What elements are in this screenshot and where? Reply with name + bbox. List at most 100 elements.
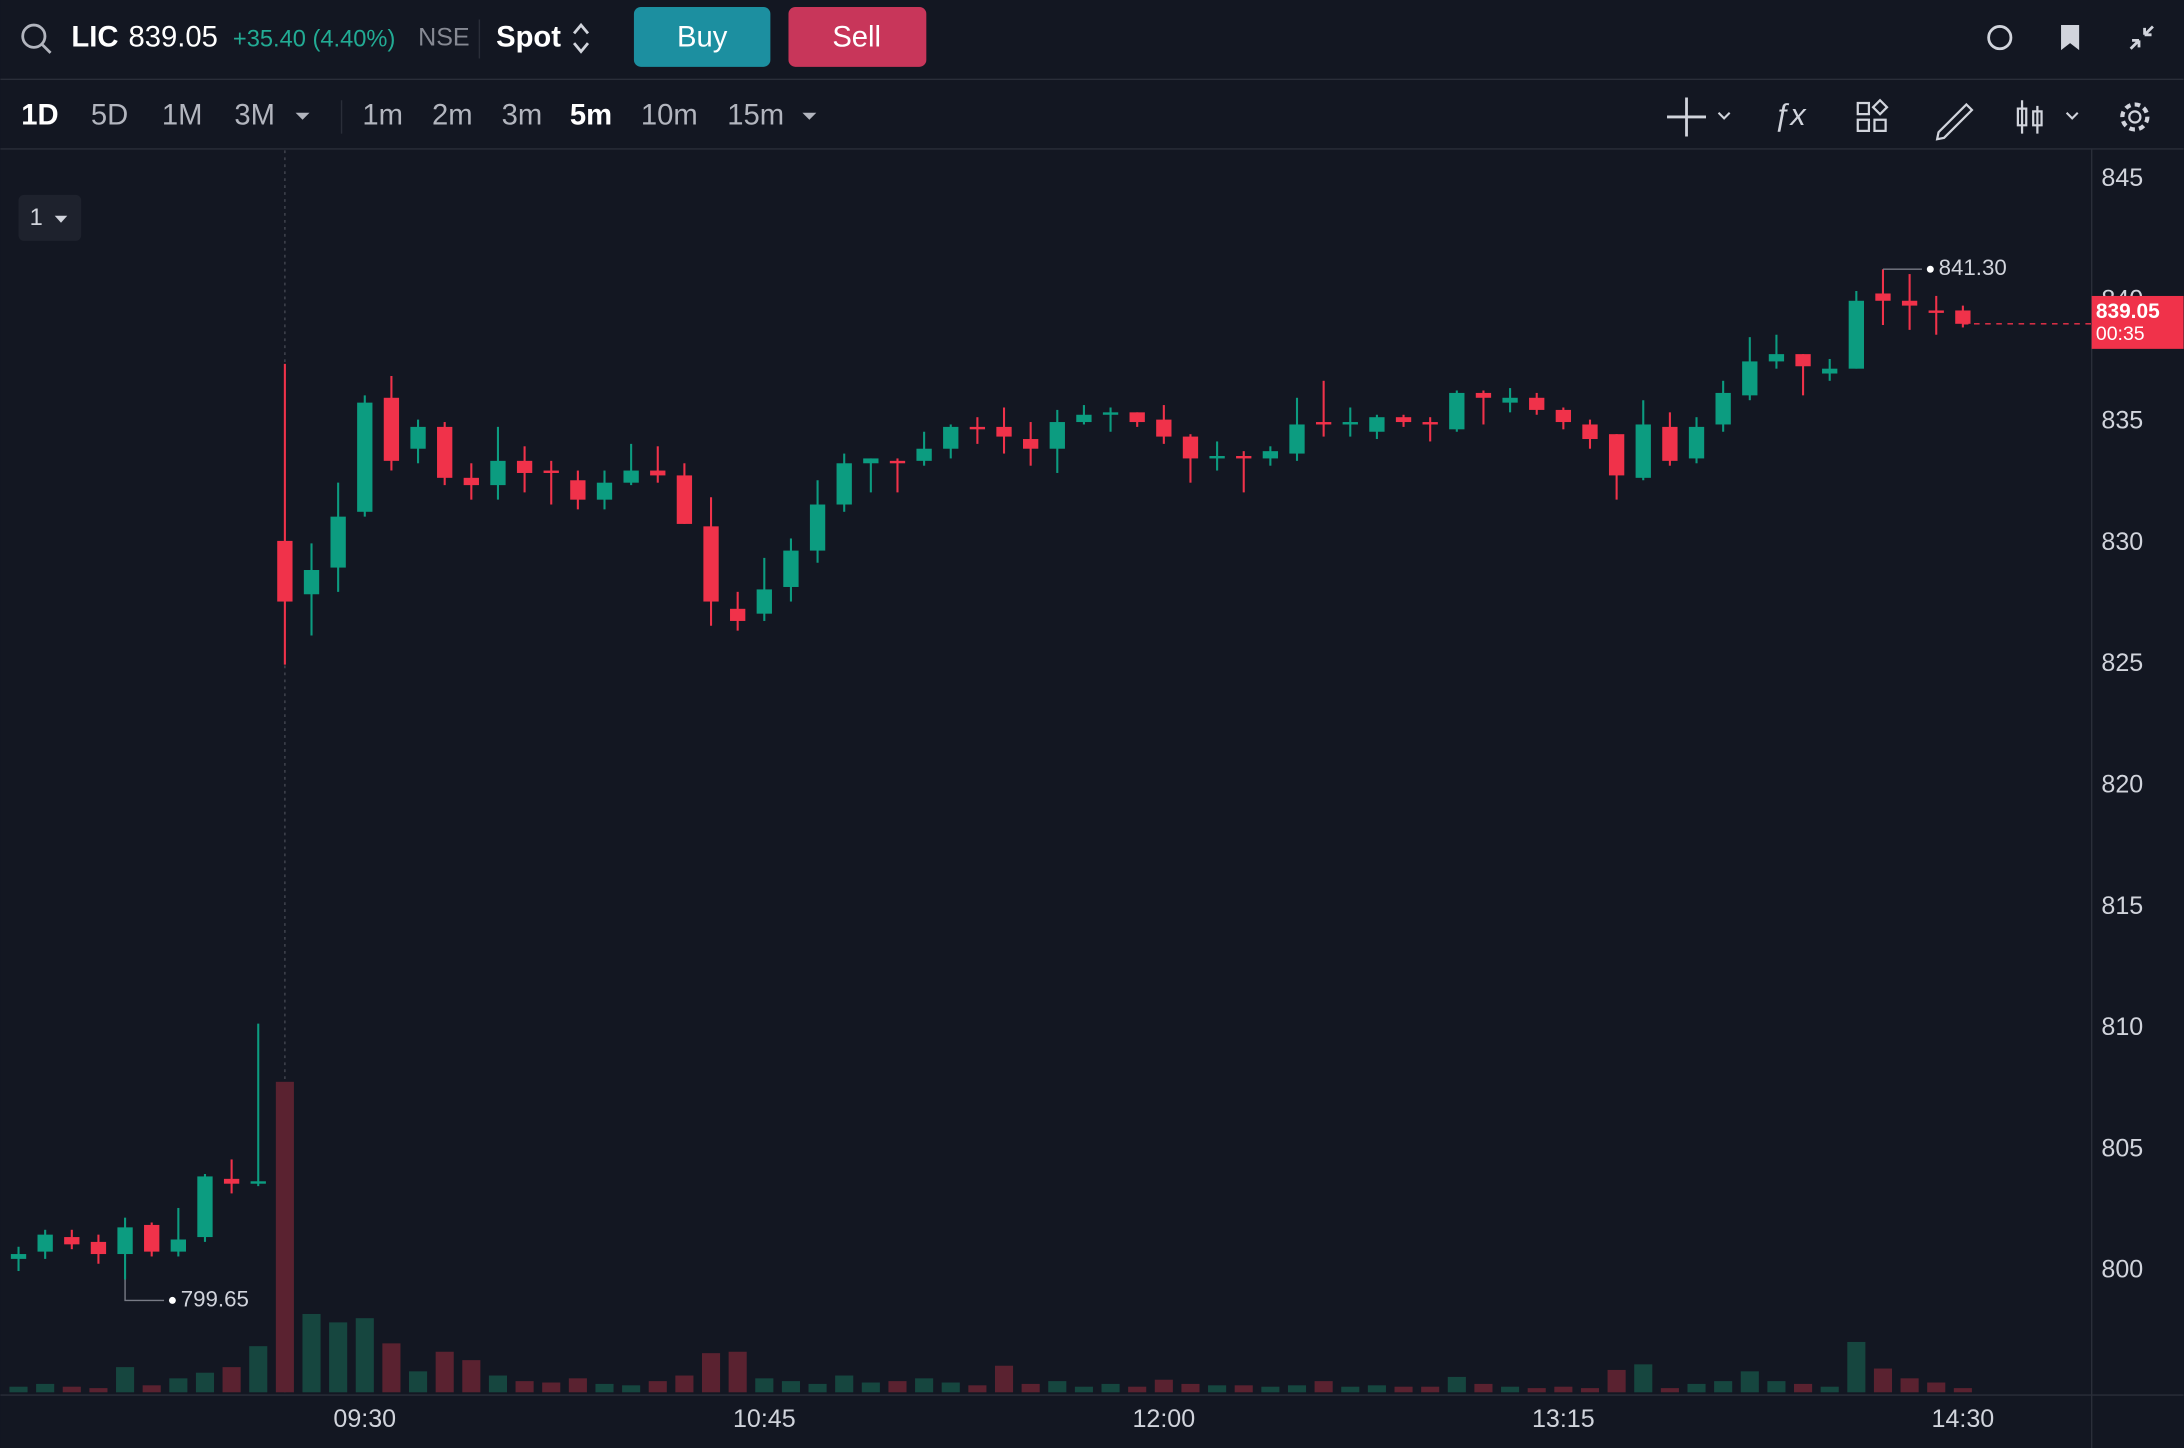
volume-bar bbox=[195, 1372, 215, 1393]
candle-body bbox=[703, 526, 719, 602]
sell-button[interactable] bbox=[788, 6, 927, 67]
candle-body bbox=[969, 426, 986, 430]
interval-button[interactable]: 1m bbox=[362, 100, 403, 132]
crosshair-icon[interactable] bbox=[1667, 97, 1707, 137]
volume-bar bbox=[1501, 1386, 1520, 1393]
y-tick-label: 800 bbox=[2101, 1256, 2143, 1284]
settings-icon[interactable] bbox=[2120, 102, 2150, 132]
candle-body bbox=[1822, 368, 1838, 374]
candle-body bbox=[383, 397, 400, 461]
volume-bar bbox=[89, 1388, 108, 1393]
min-label: 799.65 bbox=[181, 1286, 249, 1311]
exchange: NSE bbox=[418, 24, 470, 52]
y-tick-label: 810 bbox=[2101, 1013, 2143, 1041]
candle-body bbox=[1076, 414, 1092, 423]
candle-body bbox=[676, 475, 693, 524]
candle-body bbox=[330, 516, 346, 568]
candle-body bbox=[650, 470, 666, 476]
max-dot bbox=[1926, 265, 1934, 273]
search-icon-handle bbox=[41, 43, 52, 54]
y-tick-label: 845 bbox=[2101, 164, 2143, 192]
volume-bar bbox=[915, 1378, 934, 1393]
candle-body bbox=[1635, 424, 1651, 478]
volume-bar bbox=[382, 1343, 401, 1393]
candle-body bbox=[809, 504, 826, 551]
y-tick-label: 835 bbox=[2101, 407, 2143, 435]
y-tick-label: 815 bbox=[2101, 892, 2143, 920]
volume-bar bbox=[435, 1351, 454, 1393]
range-button[interactable]: 3M bbox=[234, 100, 275, 132]
candle-body bbox=[1475, 392, 1492, 398]
candle-body bbox=[1768, 354, 1785, 362]
range-button[interactable]: 1D bbox=[21, 100, 58, 132]
volume-bar bbox=[1714, 1381, 1733, 1393]
candle-body bbox=[64, 1237, 80, 1245]
buy-button[interactable] bbox=[633, 6, 771, 67]
pane-selector[interactable] bbox=[18, 194, 82, 241]
volume-bar bbox=[1794, 1383, 1813, 1393]
volume-bar bbox=[488, 1375, 508, 1393]
volume-bar bbox=[755, 1378, 774, 1393]
volume-bar bbox=[62, 1386, 81, 1393]
x-tick-label: 14:30 bbox=[1932, 1405, 1995, 1433]
volume-bar bbox=[1953, 1388, 1972, 1393]
dropdown-caret[interactable] bbox=[2065, 112, 2079, 120]
candle-body bbox=[1182, 436, 1199, 459]
candle-body bbox=[1555, 409, 1572, 423]
volume-bar bbox=[1021, 1383, 1040, 1393]
volume-bar bbox=[1154, 1379, 1173, 1393]
symbol[interactable]: LIC bbox=[71, 22, 118, 54]
volume-bar bbox=[329, 1322, 348, 1393]
buy-label[interactable]: Buy bbox=[677, 22, 728, 54]
templates-icon[interactable] bbox=[1856, 98, 1889, 132]
interval-button[interactable]: 5m bbox=[570, 100, 612, 132]
candle-body bbox=[889, 460, 906, 464]
alarm-icon[interactable] bbox=[1987, 25, 2013, 51]
range-button[interactable]: 5D bbox=[91, 100, 128, 132]
interval-button[interactable]: 15m bbox=[727, 100, 784, 132]
sell-label[interactable]: Sell bbox=[832, 22, 881, 54]
volume-bar bbox=[249, 1346, 268, 1393]
volume-bar bbox=[1074, 1386, 1093, 1393]
candle-body bbox=[277, 540, 293, 602]
chart-type-icon[interactable] bbox=[2016, 100, 2043, 134]
volume-bar bbox=[968, 1385, 987, 1393]
volume-bar bbox=[1767, 1381, 1786, 1393]
indicators-icon[interactable]: ƒx bbox=[1773, 98, 1807, 132]
candle-body bbox=[1848, 300, 1864, 369]
search-icon[interactable] bbox=[21, 23, 47, 49]
price: 839.05 bbox=[129, 22, 218, 54]
dropdown-caret[interactable] bbox=[1717, 112, 1731, 120]
candle-body bbox=[1608, 434, 1625, 476]
market-selector[interactable]: Spot bbox=[496, 22, 561, 54]
volume-bar bbox=[142, 1385, 161, 1393]
volume-bar bbox=[1421, 1386, 1440, 1393]
candle-body bbox=[783, 550, 799, 587]
interval-button[interactable]: 10m bbox=[641, 100, 698, 132]
candle-body bbox=[1901, 300, 1918, 306]
volume-bar bbox=[169, 1378, 188, 1393]
volume-bar bbox=[9, 1386, 28, 1393]
volume-bar bbox=[1900, 1378, 1919, 1393]
volume-bar bbox=[1314, 1381, 1333, 1393]
candle-body bbox=[1795, 354, 1811, 367]
volume-bar bbox=[1181, 1383, 1200, 1393]
volume-bar bbox=[1447, 1376, 1466, 1393]
candle-body bbox=[1742, 361, 1758, 396]
bookmark-icon[interactable] bbox=[2061, 25, 2080, 51]
interval-button[interactable]: 2m bbox=[432, 100, 473, 132]
range-button[interactable]: 1M bbox=[162, 100, 203, 132]
candle-body bbox=[516, 460, 533, 473]
pane-selector-label[interactable]: 1 bbox=[30, 205, 43, 231]
market-arrows[interactable] bbox=[572, 22, 590, 54]
collapse-icon[interactable] bbox=[2129, 25, 2154, 50]
candle-body bbox=[250, 1181, 266, 1184]
volume-bar bbox=[808, 1383, 827, 1393]
candle-body bbox=[10, 1254, 27, 1259]
candle-body bbox=[1342, 422, 1358, 425]
volume-bar bbox=[994, 1365, 1014, 1393]
volume-bar bbox=[1128, 1386, 1147, 1393]
draw-icon[interactable] bbox=[1935, 102, 1974, 141]
interval-button[interactable]: 3m bbox=[502, 100, 543, 132]
